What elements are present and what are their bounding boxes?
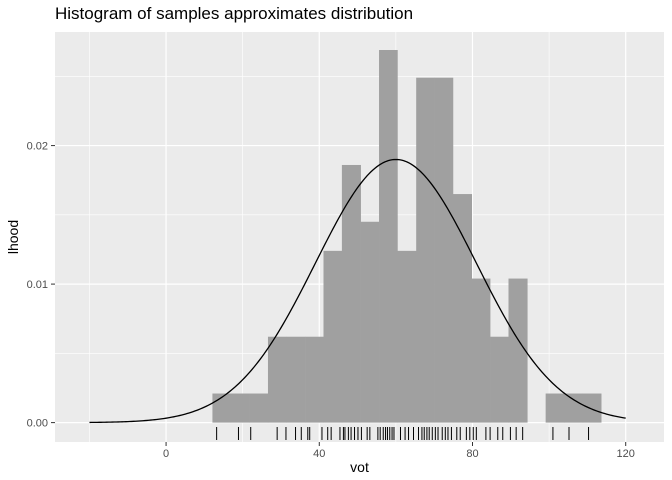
- histogram-bar: [490, 336, 509, 423]
- y-tick-label: 0.02: [27, 141, 48, 153]
- x-tick-label: 120: [617, 448, 635, 460]
- histogram-bar: [341, 164, 361, 423]
- histogram-bar: [416, 77, 435, 423]
- x-axis-title: vot: [350, 459, 369, 475]
- histogram-bar: [564, 393, 584, 423]
- x-axis-ticks: 0 40 80 120: [163, 442, 635, 460]
- histogram-bar: [397, 250, 417, 423]
- histogram-bar: [249, 393, 269, 423]
- y-tick-label: 0.00: [27, 418, 48, 430]
- histogram-bar: [360, 221, 380, 423]
- histogram-bar: [267, 336, 287, 423]
- histogram-bar: [379, 50, 398, 423]
- histogram-bar: [545, 393, 565, 423]
- y-axis-ticks: 0.00 0.01 0.02: [27, 141, 55, 430]
- histogram-bar: [471, 278, 491, 423]
- chart-title: Histogram of samples approximates distri…: [55, 4, 414, 23]
- histogram-bar: [230, 393, 250, 423]
- y-axis-title: lhood: [5, 220, 21, 254]
- x-tick-label: 80: [466, 448, 478, 460]
- rug-marks: [216, 427, 590, 440]
- x-tick-label: 40: [313, 448, 325, 460]
- histogram-bar: [452, 194, 473, 423]
- histogram-bar: [323, 250, 343, 423]
- histogram-bar: [582, 393, 602, 423]
- x-tick-label: 0: [163, 448, 169, 460]
- histogram-bar: [305, 336, 324, 423]
- histogram-bar: [508, 278, 528, 423]
- histogram-bar: [434, 77, 454, 423]
- y-tick-label: 0.01: [27, 279, 48, 291]
- density-curve: [89, 158, 626, 424]
- histogram-bars: [212, 50, 602, 423]
- histogram-bar: [286, 336, 306, 423]
